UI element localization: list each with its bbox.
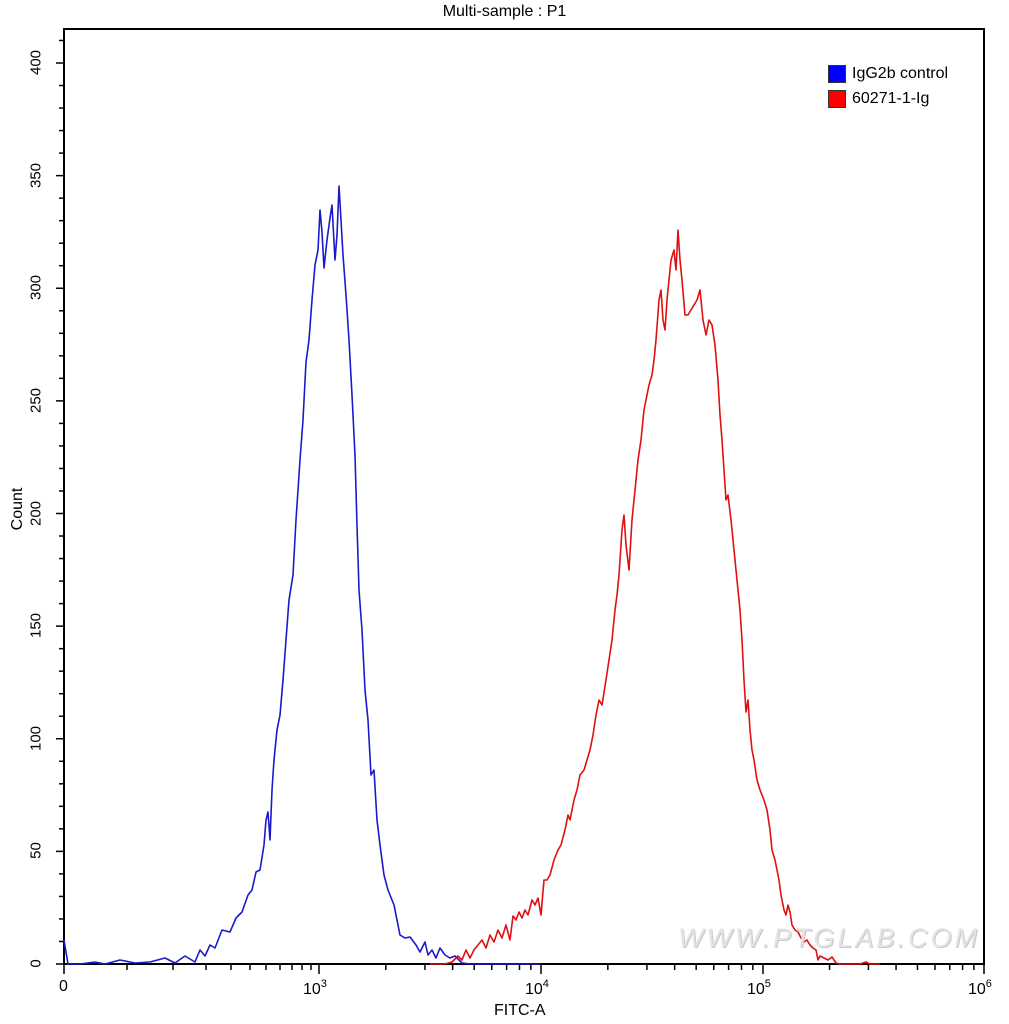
y-tick-label: 350 bbox=[27, 162, 45, 189]
y-tick-label: 150 bbox=[27, 612, 45, 639]
x-axis-label: FITC-A bbox=[494, 1002, 546, 1019]
legend: IgG2b control 60271-1-Ig bbox=[828, 61, 948, 111]
legend-item-igg2b-control: IgG2b control bbox=[828, 61, 948, 86]
legend-swatch-blue-icon bbox=[828, 64, 846, 83]
y-tick-label: 50 bbox=[27, 842, 45, 859]
x-tick-label: 105 bbox=[747, 978, 771, 998]
sample-60271-1-ig-curve bbox=[430, 229, 880, 965]
legend-item-60271-1-ig: 60271-1-Ig bbox=[828, 86, 948, 111]
legend-label: IgG2b control bbox=[852, 65, 949, 82]
y-tick-label: 250 bbox=[27, 387, 45, 414]
igg2b-control-curve bbox=[63, 185, 540, 965]
y-tick-label: 200 bbox=[27, 500, 45, 527]
chart-title: Multi-sample : P1 bbox=[442, 3, 567, 20]
x-tick-label: 103 bbox=[303, 978, 327, 998]
y-tick-label: 300 bbox=[27, 274, 45, 301]
y-axis-ticks bbox=[56, 39, 64, 965]
y-axis-label: Count bbox=[9, 487, 26, 531]
legend-swatch-red-icon bbox=[828, 89, 846, 108]
y-tick-label: 0 bbox=[27, 959, 45, 968]
watermark: WWW.PTGLAB.COM bbox=[678, 923, 980, 953]
x-tick-label: 106 bbox=[968, 978, 992, 998]
y-tick-label: 400 bbox=[27, 49, 45, 76]
y-tick-label: 100 bbox=[27, 725, 45, 752]
x-axis-ticks bbox=[63, 964, 985, 974]
legend-label: 60271-1-Ig bbox=[852, 90, 930, 107]
plot-frame bbox=[63, 28, 985, 965]
x-tick-label: 0 bbox=[59, 978, 68, 995]
x-tick-label: 104 bbox=[525, 978, 549, 998]
